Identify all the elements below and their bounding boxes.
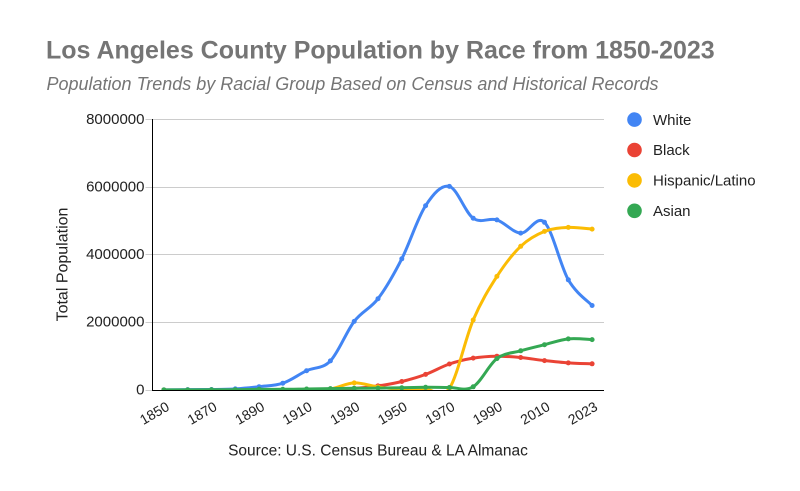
svg-text:Black: Black xyxy=(653,142,690,159)
svg-text:4000000: 4000000 xyxy=(86,246,144,263)
svg-text:Los Angeles County Population: Los Angeles County Population by Race fr… xyxy=(46,37,715,65)
svg-text:Asian: Asian xyxy=(653,203,691,220)
svg-text:White: White xyxy=(653,112,691,129)
svg-text:Source: U.S. Census Bureau & L: Source: U.S. Census Bureau & LA Almanac xyxy=(228,443,528,460)
svg-text:Population Trends by Racial Gr: Population Trends by Racial Group Based … xyxy=(47,74,659,94)
svg-text:0: 0 xyxy=(136,381,144,398)
svg-text:6000000: 6000000 xyxy=(86,178,144,195)
svg-text:Total Population: Total Population xyxy=(55,208,72,322)
svg-text:8000000: 8000000 xyxy=(86,111,144,128)
svg-text:2000000: 2000000 xyxy=(86,314,144,331)
svg-text:Hispanic/Latino: Hispanic/Latino xyxy=(653,173,756,190)
